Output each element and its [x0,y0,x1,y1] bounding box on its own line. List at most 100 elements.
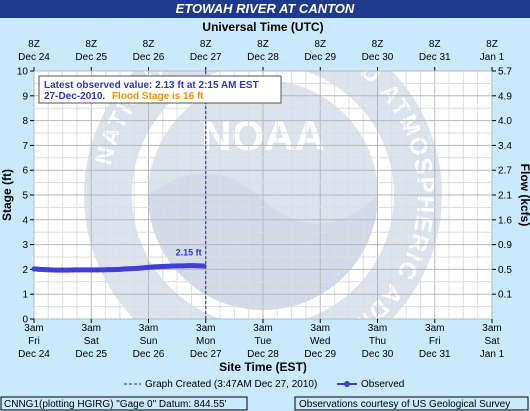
observed-point [180,263,186,269]
left-axis-title: Stage (ft) [0,169,14,221]
observed-point [163,264,169,269]
y-tick-label: 5 [22,191,28,202]
data-label: 2.15 ft [176,248,202,258]
observed-point [60,267,66,273]
top-tick-time: 8Z [143,39,155,50]
top-tick-date: Dec 28 [247,52,279,63]
y-tick-label: 2 [22,265,28,276]
observed-point [48,267,54,273]
observed-point [134,266,140,271]
observed-point [197,263,203,269]
top-tick-date: Dec 27 [190,52,222,63]
footer-right: Observations courtesy of US Geological S… [299,399,510,410]
top-tick-date: Dec 25 [75,52,107,63]
y-tick-label: 8 [22,116,28,127]
top-tick-date: Dec 31 [419,52,451,63]
bottom-tick-day: Sun [140,336,158,347]
top-axis: 8Z Dec 24 8Z Dec 25 8Z Dec 26 8Z Dec 27 8Z Dec 28… [18,39,505,71]
bottom-tick-day: Fri [429,336,441,347]
observed-point [174,263,180,269]
y2-tick-label: 2.7 [498,166,512,177]
right-axis-title: Flow (kcfs) [518,164,530,227]
top-tick-time: 8Z [314,39,326,50]
observed-point [128,266,134,272]
footer-left-box [0,396,248,411]
bottom-tick-day: Sat [84,336,99,347]
observed-point [157,264,163,270]
top-tick-time: 8Z [28,39,40,50]
observed-point [94,267,100,273]
y2-tick-label: 0.1 [498,290,512,301]
y2-tick-label: 4.9 [498,91,512,102]
bottom-tick-date: Dec 27 [190,349,222,360]
y-tick-label: 7 [22,141,28,152]
bottom-tick-day: Wed [310,336,330,347]
info-box [38,75,282,104]
info-line1: Latest observed value: 2.13 ft at 2:15 A… [44,80,259,91]
y2-tick-label: 0.9 [498,240,512,251]
bottom-tick-day: Fri [28,336,40,347]
top-tick-date: Dec 29 [304,52,336,63]
observed-point [65,267,71,273]
bottom-tick-date: Dec 30 [362,349,394,360]
top-tick-time: 8Z [486,39,498,50]
bottom-tick-time: 3am [196,323,215,334]
bottom-tick-day: Sat [484,336,499,347]
y-tick-label: 6 [22,166,28,177]
observed-point [106,267,111,273]
y2-tick-label: 2.1 [498,191,512,202]
bottom-tick-day: Thu [369,336,386,347]
observed-point [169,263,174,269]
observed-point [111,267,117,273]
chart-title: ETOWAH RIVER AT CANTON [0,0,530,18]
top-tick-date: Dec 24 [18,52,50,63]
info-line2: 27-Dec-2010. [44,91,105,102]
bottom-tick-date: Dec 24 [18,349,50,360]
observed-point [88,267,94,273]
y2-tick-label: 0.5 [498,265,512,276]
bottom-tick-date: Jan 1 [480,349,505,360]
observed-point [37,267,43,272]
observed-point [54,267,60,273]
bottom-tick-time: 3am [139,323,158,334]
observed-point [83,267,88,273]
observed-point [100,267,106,273]
observed-point [201,263,207,269]
bottom-tick-time: 3am [482,323,501,334]
top-tick-date: Dec 30 [362,52,394,63]
legend-observed-marker [344,381,350,387]
bottom-tick-time: 3am [253,323,272,334]
bottom-tick-time: 3am [311,323,330,334]
bottom-tick-date: Dec 29 [304,349,336,360]
bottom-tick-time: 3am [24,323,43,334]
top-tick-time: 8Z [429,39,441,50]
top-tick-time: 8Z [257,39,269,50]
y-tick-label: 0 [22,315,28,326]
observed-point [117,267,123,272]
info-line2-group: 27-Dec-2010. Flood Stage is 16 ft [44,91,204,102]
y2-tick-label: 1.6 [498,215,512,226]
y-tick-label: 9 [22,91,28,102]
bottom-tick-date: Dec 25 [75,349,107,360]
observed-point [191,263,197,269]
top-tick-time: 8Z [85,39,97,50]
observed-point [77,267,83,273]
bottom-tick-day: Tue [255,336,272,347]
left-axis: 0 1 2 3 4 5 6 7 8 9 10 [17,67,34,326]
right-axis: 0.1 0.5 0.9 1.6 2.1 2.7 3.4 4.0 4.9 5.7 [492,67,512,301]
y2-tick-label: 5.7 [498,67,512,78]
bottom-tick-time: 3am [82,323,101,334]
bottom-tick-date: Dec 26 [133,349,165,360]
bottom-tick-date: Dec 31 [419,349,451,360]
y-tick-label: 3 [22,240,28,251]
y-tick-label: 10 [17,67,29,78]
bottom-tick-day: Mon [196,336,215,347]
bottom-axis: 3am Fri Dec 24 3am Sat Dec 25 3am Sun Dec 26 3am M… [18,319,505,360]
y-tick-label: 4 [22,215,28,226]
y2-tick-label: 3.4 [498,141,512,152]
bottom-tick-time: 3am [425,323,444,334]
observed-point [71,267,77,273]
footer-right-box [294,396,529,411]
observed-point [140,265,146,271]
footer-left: CNNG1(plotting HGIRG) "Gage 0" Datum: 84… [4,399,227,410]
